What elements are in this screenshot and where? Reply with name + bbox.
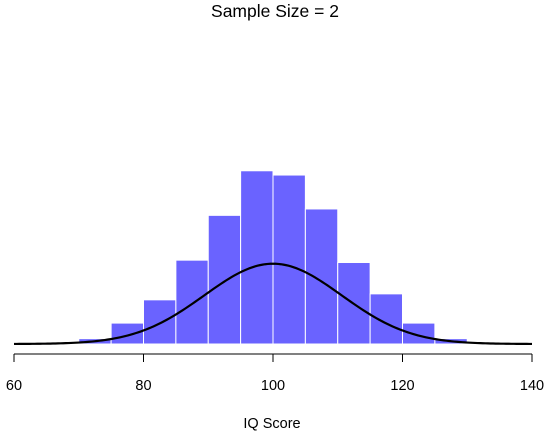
normal-density-curve — [13, 262, 533, 346]
histogram-bar — [240, 170, 274, 345]
x-tick-label: 60 — [6, 378, 22, 394]
histogram-bar — [143, 299, 177, 345]
x-tick-label: 100 — [261, 378, 285, 394]
histogram-bar — [402, 322, 436, 345]
histogram-bar — [110, 322, 144, 345]
histogram-bar — [207, 214, 242, 345]
histogram-bar — [175, 259, 209, 345]
chart-title: Sample Size = 2 — [211, 1, 339, 21]
histogram-bar — [369, 293, 403, 345]
histogram-bars — [45, 170, 468, 345]
x-tick-label: 80 — [135, 378, 151, 394]
histogram-bar — [304, 208, 339, 345]
x-tick-label: 140 — [520, 378, 544, 394]
x-tick-label: 120 — [390, 378, 414, 394]
histogram-bar — [272, 174, 306, 345]
x-axis-ticks: 60 80 100 120 140 — [6, 354, 544, 394]
x-axis-label: IQ Score — [243, 416, 300, 432]
x-axis: 60 80 100 120 140 — [6, 353, 544, 394]
